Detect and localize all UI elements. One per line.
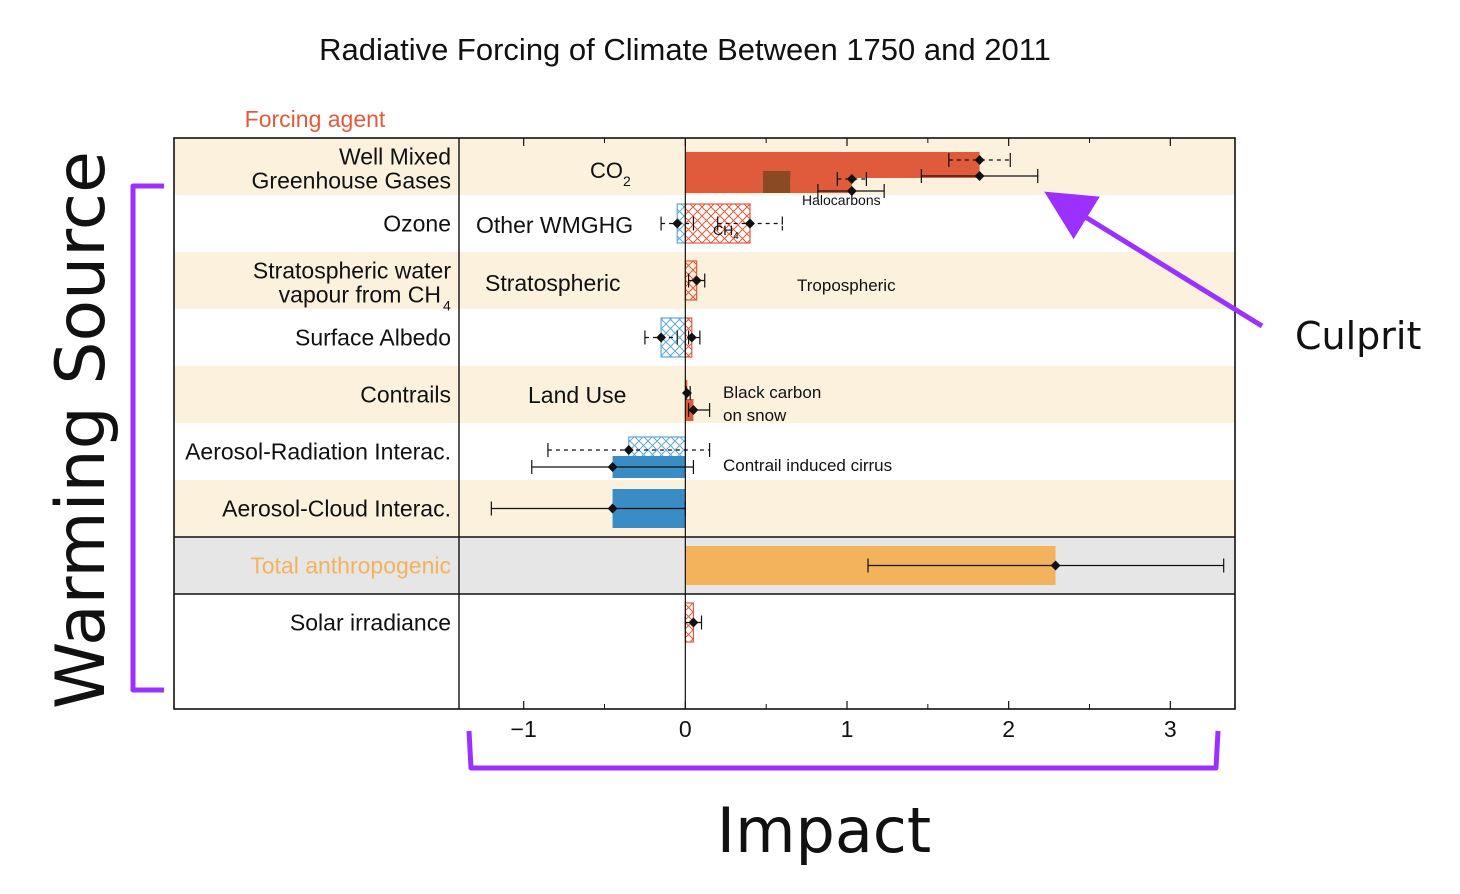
bar-n2o (762, 171, 791, 193)
row-band-solar-irradiance (174, 594, 1235, 651)
x-tick-label: 3 (1164, 716, 1177, 742)
row-band-aerosol-radiation-interac (174, 423, 1235, 480)
category-label-aerosol-radiation-interac: Aerosol-Radiation Interac. (185, 439, 451, 465)
best-estimate-marker (623, 445, 634, 455)
co2-label: CO2 (590, 158, 631, 189)
category-label-solar-irradiance: Solar irradiance (290, 610, 451, 636)
culprit-annotation: Culprit (1295, 314, 1421, 358)
row-band-surface-albedo (174, 309, 1235, 366)
forcing-agent-header: Forcing agent (245, 106, 386, 132)
n2o-label: N2O (760, 221, 787, 241)
best-estimate-marker (688, 617, 699, 628)
black-carbon-label-1: Black carbon (723, 383, 821, 402)
halocarbons-label: Halocarbons (802, 192, 881, 208)
x-tick-label: −1 (511, 716, 537, 742)
best-estimate-marker (691, 275, 702, 286)
row-band-contrails (174, 366, 1235, 423)
impact-bracket (466, 730, 1221, 771)
category-label-total-anthropogenic: Total anthropogenic (250, 553, 451, 579)
category-label-line2: Greenhouse Gases (252, 168, 451, 194)
chart-title: Radiative Forcing of Climate Between 175… (319, 32, 1051, 67)
impact-annotation: Impact (717, 794, 931, 867)
plot-frame (173, 137, 1236, 710)
category-label-line1: Well Mixed (339, 144, 451, 170)
best-estimate-marker (688, 405, 699, 415)
bar-ch4 (685, 171, 763, 193)
category-label-line1: Stratospheric water (253, 258, 451, 284)
culprit-arrow (1044, 191, 1264, 329)
best-estimate-marker (846, 186, 857, 196)
black-carbon-label-2: on snow (723, 406, 787, 425)
best-estimate-marker (686, 332, 697, 343)
warming-source-bracket (130, 183, 164, 693)
other-wmghg-label: Other WMGHG (476, 212, 633, 238)
category-label-line2: vapour from CH (279, 282, 441, 308)
tropospheric-label: Tropospheric (797, 276, 896, 295)
best-estimate-marker (672, 218, 683, 229)
category-label-subscript: 4 (443, 298, 451, 314)
land-use-label: Land Use (528, 382, 626, 408)
best-estimate-marker (607, 462, 618, 472)
best-estimate-marker (974, 171, 985, 181)
best-estimate-marker (974, 155, 985, 165)
best-estimate-marker (1050, 560, 1061, 571)
x-axis-ticks: −1 0 1 2 3 (511, 138, 1177, 742)
warming-source-annotation: Warming Source (42, 151, 121, 709)
error-bars-layer (490, 153, 1225, 630)
category-label-ozone: Ozone (383, 211, 451, 237)
contrail-cirrus-label: Contrail induced cirrus (723, 456, 892, 475)
row-band-aerosol-cloud-interac (174, 480, 1235, 537)
ch4-label: CH4 (713, 222, 739, 242)
stratospheric-label: Stratospheric (485, 270, 621, 296)
best-estimate-marker (846, 174, 857, 184)
category-label-aerosol-cloud-interac: Aerosol-Cloud Interac. (222, 496, 451, 522)
x-tick-label: 1 (841, 716, 854, 742)
best-estimate-marker (607, 503, 618, 514)
x-tick-label: 0 (679, 716, 692, 742)
bar-halocarbons (790, 171, 852, 193)
best-estimate-marker (682, 388, 692, 398)
x-tick-label: 2 (1002, 716, 1015, 742)
category-label-surface-albedo: Surface Albedo (295, 325, 451, 351)
best-estimate-marker (656, 332, 667, 343)
best-estimate-marker (745, 218, 755, 229)
category-label-contrails: Contrails (360, 382, 451, 408)
